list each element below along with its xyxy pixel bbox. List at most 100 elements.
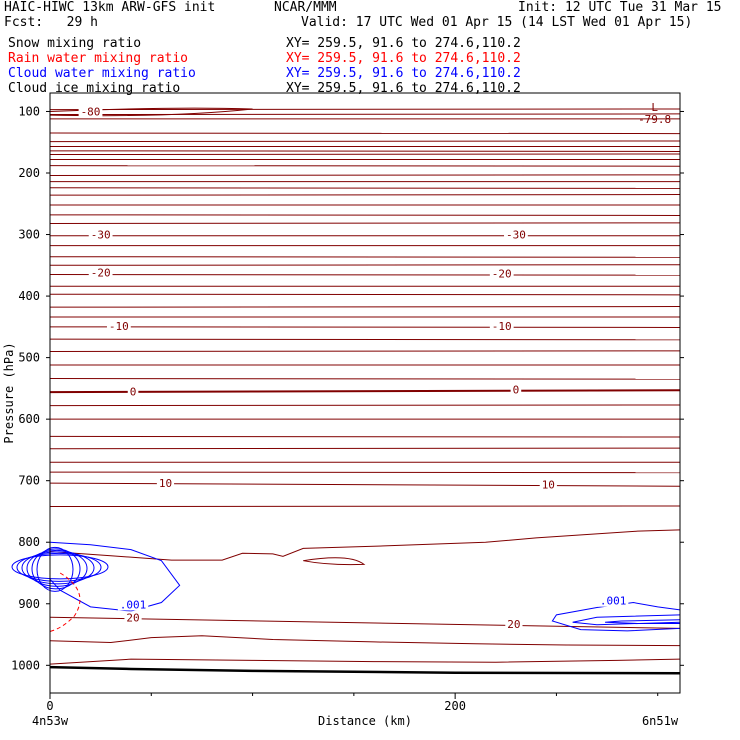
temperature-contours: [49, 107, 681, 665]
isotherm-line: [49, 293, 681, 296]
y-tick-label: 600: [18, 412, 40, 426]
y-tick-label: 300: [18, 228, 40, 242]
isotherm-line: [49, 222, 681, 224]
isotherm-line: [49, 505, 681, 508]
isotherm-closed-contour: [303, 557, 366, 566]
isotherm-line: [49, 447, 681, 450]
temperature-contour-label-bg: [88, 266, 113, 279]
x-axis-label: Distance (km): [318, 714, 412, 728]
y-tick-label: 500: [18, 351, 40, 365]
cloud-water-contour: [36, 546, 74, 592]
legend-xy-rain: XY= 259.5, 91.6 to 274.6,110.2: [286, 51, 521, 66]
cloud-water-contour: [605, 619, 681, 624]
temperature-contour-label-bg: [539, 478, 557, 491]
y-tick-label: 200: [18, 166, 40, 180]
isotherm-line: [49, 214, 681, 216]
extremum-marker: L: [651, 101, 658, 114]
cloud-water-contour-label: .001: [600, 595, 627, 608]
isotherm-line: [49, 404, 681, 407]
temperature-contour-label: 10: [159, 477, 172, 490]
temperature-contour-label-bg: [510, 383, 522, 396]
isotherm-line-labeled: [49, 389, 681, 394]
chart-org: NCAR/MMM: [274, 0, 337, 15]
isotherm-line: [49, 306, 681, 308]
cloud-water-contour-label-bg: [597, 594, 629, 607]
cloud-water-contours: [11, 541, 681, 632]
rain-water-contours: [49, 572, 81, 632]
isotherm-line: [49, 174, 681, 176]
y-tick-label: 100: [18, 104, 40, 118]
isotherm-line: [49, 435, 681, 438]
isotherm-line: [49, 132, 681, 135]
temperature-contour-label: -20: [91, 267, 111, 280]
y-tick-label: 400: [18, 289, 40, 303]
rain-water-contour: [49, 572, 81, 632]
temperature-contour-label: -20: [492, 267, 512, 280]
legend-xy-snow: XY= 259.5, 91.6 to 274.6,110.2: [286, 36, 521, 51]
isotherm-closed-contour: [49, 107, 253, 117]
isotherm-line: [49, 187, 681, 189]
temperature-contour-label-bg: [127, 385, 139, 398]
isotherm-line-labeled: [49, 616, 681, 629]
temperature-contour-label: 0: [513, 384, 520, 397]
chart-title: HAIC-HIWC 13km ARW-GFS init: [4, 0, 216, 15]
temperature-contour-label: -30: [91, 229, 111, 242]
isotherm-line: [49, 108, 681, 111]
cloud-water-contour: [31, 548, 81, 590]
isotherm-line: [49, 194, 681, 196]
isotherm-line-surface: [49, 529, 681, 561]
temperature-contour-label: -10: [492, 320, 512, 333]
y-axis-label: Pressure (hPa): [2, 342, 16, 443]
isotherm-line: [49, 350, 681, 352]
x-end-location: 6n51w: [642, 714, 679, 728]
isotherm-line: [49, 338, 681, 341]
isotherm-line-surface: [49, 635, 681, 647]
temperature-contour-label-bg: [106, 320, 131, 333]
chart-forecast-hour: Fcst: 29 h: [4, 15, 98, 30]
chart-valid-time: Valid: 17 UTC Wed 01 Apr 15 (14 LST Wed …: [301, 15, 693, 30]
legend-label-rain: Rain water mixing ratio: [8, 51, 189, 66]
ground-line: [49, 665, 681, 675]
legend-label-cloud-water: Cloud water mixing ratio: [8, 66, 196, 81]
isotherm-line-labeled: [49, 274, 681, 276]
temperature-contour-label-bg: [156, 477, 175, 490]
x-tick-label: 0: [46, 699, 53, 713]
isotherm-line-surface: [49, 658, 681, 665]
cloud-water-contour: [572, 614, 681, 626]
temperature-contour-label-bg: [88, 228, 113, 241]
extremum-value: -79.8: [638, 113, 671, 126]
temperature-contour-label-bg: [489, 320, 514, 333]
surface-pressure-line: [49, 665, 681, 675]
legend-label-snow: Snow mixing ratio: [8, 36, 142, 51]
cloud-water-contour-label-bg: [117, 598, 149, 611]
temperature-contour-label: -80: [81, 105, 101, 118]
y-tick-label: 900: [18, 597, 40, 611]
temperature-contour-label: 10: [542, 478, 555, 491]
isotherm-line: [49, 165, 681, 167]
temperature-contour-label-bg: [489, 267, 514, 280]
isotherm-line: [49, 378, 681, 380]
isotherm-line-labeled: [49, 482, 681, 487]
isotherm-line: [49, 140, 681, 143]
temperature-contour-label-bg: [505, 618, 523, 631]
isotherm-line: [49, 256, 681, 258]
y-tick-label: 1000: [11, 658, 40, 672]
cloud-water-contour: [551, 602, 681, 632]
y-tick-label: 800: [18, 535, 40, 549]
temperature-contour-label: 20: [507, 618, 520, 631]
cloud-water-contour-label: .001: [120, 598, 147, 611]
cloud-water-contour: [21, 551, 95, 585]
cloud-water-contour: [11, 554, 109, 580]
isotherm-line-labeled: [49, 113, 681, 116]
x-tick-label: 200: [444, 699, 466, 713]
isotherm-line: [49, 264, 681, 266]
plot-frame: [49, 92, 681, 694]
temperature-contour-label-bg: [124, 611, 142, 624]
contour-labels: -80-30-20-1001020-30-20-1001020.001.001L…: [78, 101, 671, 631]
y-tick-label: 700: [18, 474, 40, 488]
temperature-contour-label-bg: [78, 105, 103, 118]
temperature-contour-label: -10: [109, 320, 129, 333]
legend-xy-cloud-ice: XY= 259.5, 91.6 to 274.6,110.2: [286, 81, 521, 96]
